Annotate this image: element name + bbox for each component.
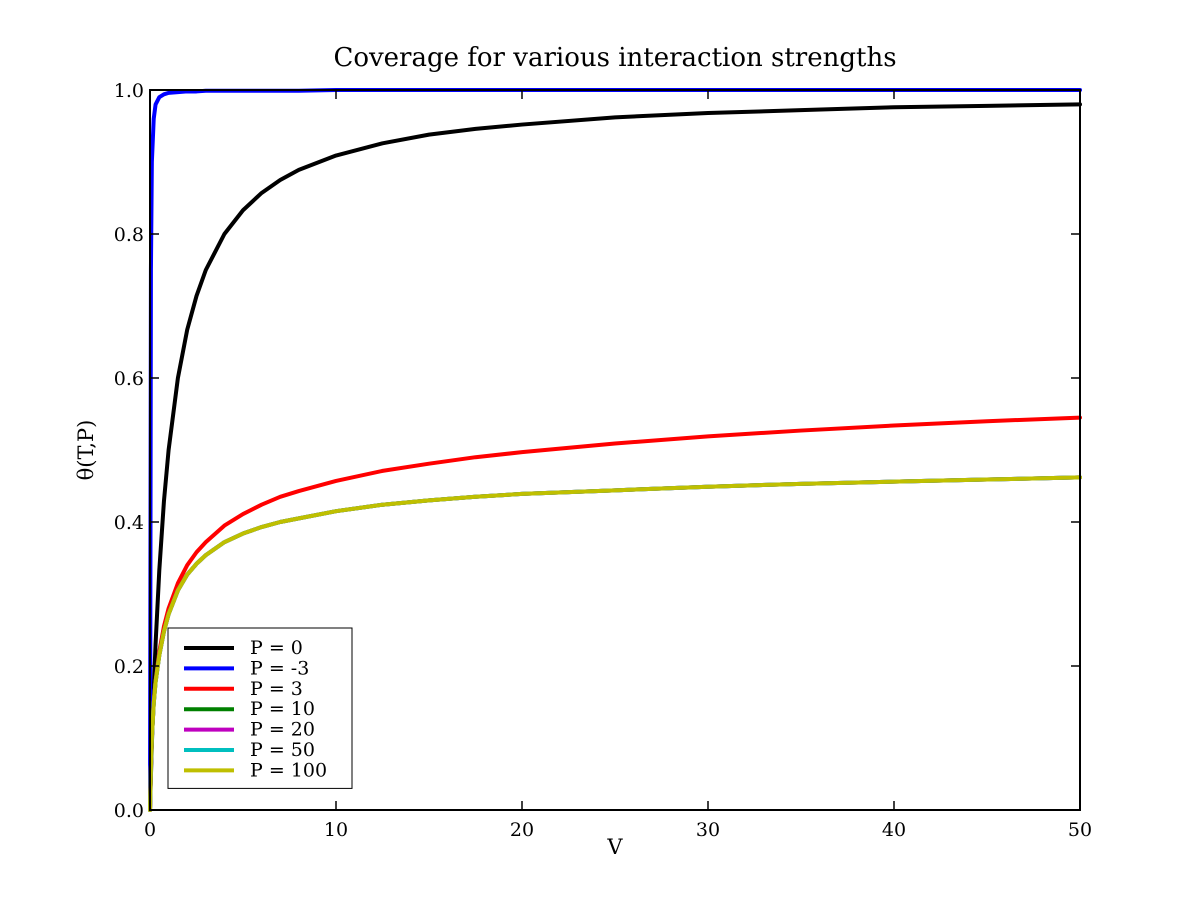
y-tick-label: 0.2 [114,656,144,678]
x-tick-label: 30 [696,819,720,841]
x-tick-label: 0 [144,819,156,841]
legend-label: P = 20 [250,719,315,741]
y-tick-label: 1.0 [114,80,144,102]
y-tick-label: 0.8 [114,224,144,246]
ticks-layer: 0 10 20 30 40 50 0.0 0.2 0.4 0.6 0.8 1.0 [114,80,1092,841]
x-tick-label: 40 [882,819,906,841]
x-tick-label: 20 [510,819,534,841]
series-line-6 [148,475,1082,812]
series-line-0 [148,102,1082,812]
legend-label: P = 100 [250,759,327,781]
x-axis-label: V [606,835,623,859]
y-tick-label: 0.6 [114,368,144,390]
legend-label: P = -3 [250,657,309,679]
legend-label: P = 3 [250,678,303,700]
plot-frame [149,89,1081,811]
x-tick-label: 50 [1068,819,1092,841]
y-tick-label: 0.4 [114,512,144,534]
y-tick-label: 0.0 [114,800,144,822]
x-tick-label: 10 [324,819,348,841]
legend-label: P = 10 [250,698,315,720]
legend-label: P = 0 [250,637,303,659]
legend: P = 0P = -3P = 3P = 10P = 20P = 50P = 10… [167,627,353,789]
legend-label: P = 50 [250,739,315,761]
chart-title: Coverage for various interaction strengt… [333,43,896,73]
y-axis-label: θ(T,P) [74,420,98,481]
